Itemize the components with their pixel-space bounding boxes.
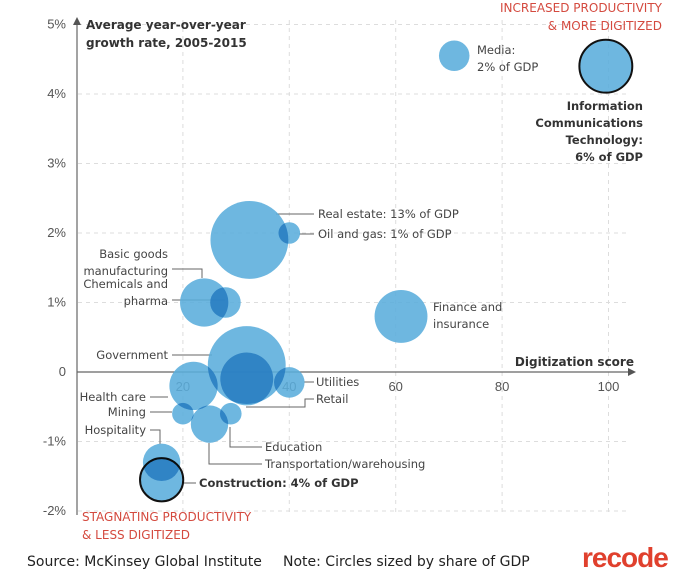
- x-tick-label: 100: [598, 379, 620, 394]
- label-mining: Mining: [108, 405, 146, 419]
- label-health-care: Health care: [80, 390, 146, 404]
- bubble-oil-and-gas: [278, 222, 301, 244]
- label-finance: insurance: [433, 317, 489, 331]
- y-axis-arrow-icon: [73, 17, 81, 25]
- x-axis-arrow-icon: [628, 368, 636, 376]
- leader-line: [229, 427, 262, 448]
- grid-lines: [78, 20, 630, 515]
- bubble-media: [438, 40, 470, 72]
- label-real-estate: Real estate: 13% of GDP: [318, 207, 459, 221]
- bubble-utilities: [274, 367, 305, 398]
- x-tick-label: 60: [388, 379, 402, 394]
- y-tick-labels: 5% 4% 3% 2% 1% 0 -1% -2%: [43, 17, 67, 519]
- y-tick-label: 3%: [47, 156, 66, 171]
- quadrant-label-bottom-left-line1: STAGNATING PRODUCTIVITY: [82, 510, 252, 524]
- bubbles: [139, 38, 634, 503]
- label-ict: Communications: [535, 116, 643, 130]
- label-ict: Technology:: [566, 133, 643, 147]
- label-chemicals-pharma: pharma: [124, 294, 168, 308]
- y-axis-title-line1: Average year-over-year: [86, 18, 246, 32]
- bubble-chemicals-and-pharma: [210, 287, 241, 318]
- quadrant-label-top-right-line1: INCREASED PRODUCTIVITY: [500, 1, 663, 15]
- bubble-hospitality: [142, 443, 181, 482]
- quadrant-label-top-right-line2: & MORE DIGITIZED: [548, 19, 662, 33]
- bubble-transportation-warehousing: [190, 405, 229, 443]
- y-tick-label: 4%: [47, 86, 66, 101]
- label-retail: Retail: [316, 392, 349, 406]
- y-tick-label: 0: [59, 364, 66, 379]
- bubble-health-care: [169, 361, 218, 411]
- y-tick-label: 1%: [47, 295, 66, 310]
- bubble-information-communications-technology: [578, 38, 634, 94]
- label-media: 2% of GDP: [477, 60, 538, 74]
- y-tick-label: -1%: [43, 434, 67, 449]
- bubble-real-estate: [210, 201, 289, 279]
- recode-logo: recode: [582, 542, 668, 573]
- label-utilities: Utilities: [316, 375, 359, 389]
- label-ict: 6% of GDP: [575, 150, 643, 164]
- y-tick-label: 5%: [47, 17, 66, 32]
- axes: [73, 17, 636, 515]
- label-construction: Construction: 4% of GDP: [199, 476, 359, 490]
- leader-line: [246, 398, 314, 408]
- leader-line: [150, 429, 161, 444]
- label-hospitality: Hospitality: [85, 423, 147, 437]
- y-tick-label: -2%: [43, 503, 67, 518]
- label-chemicals-pharma: Chemicals and: [83, 277, 168, 291]
- size-note: Note: Circles sized by share of GDP: [283, 554, 530, 570]
- bubble-mining: [172, 402, 194, 425]
- label-finance: Finance and: [433, 300, 502, 314]
- leader-line: [208, 443, 262, 465]
- label-government: Government: [96, 348, 168, 362]
- quadrant-label-bottom-left-line2: & LESS DIGITIZED: [82, 528, 190, 542]
- leader-line: [172, 268, 203, 278]
- label-oil-and-gas: Oil and gas: 1% of GDP: [318, 227, 452, 241]
- source-note: Source: McKinsey Global Institute: [27, 554, 262, 570]
- x-tick-label: 80: [495, 379, 509, 394]
- x-axis-title: Digitization score: [515, 355, 634, 369]
- y-tick-label: 2%: [47, 225, 66, 240]
- label-basic-goods: manufacturing: [83, 264, 168, 278]
- label-ict: Information: [567, 99, 643, 113]
- label-transportation: Transportation/warehousing: [264, 457, 425, 471]
- bubble-labels: Media: 2% of GDP Information Communications…: [80, 43, 643, 490]
- label-media: Media:: [477, 43, 515, 57]
- label-basic-goods: Basic goods: [99, 247, 168, 261]
- bubble-retail: [220, 352, 274, 406]
- bubble-education: [219, 402, 242, 425]
- label-education: Education: [265, 440, 322, 454]
- y-axis-title-line2: growth rate, 2005-2015: [86, 36, 247, 50]
- bubble-finance-and-insurance: [374, 289, 428, 343]
